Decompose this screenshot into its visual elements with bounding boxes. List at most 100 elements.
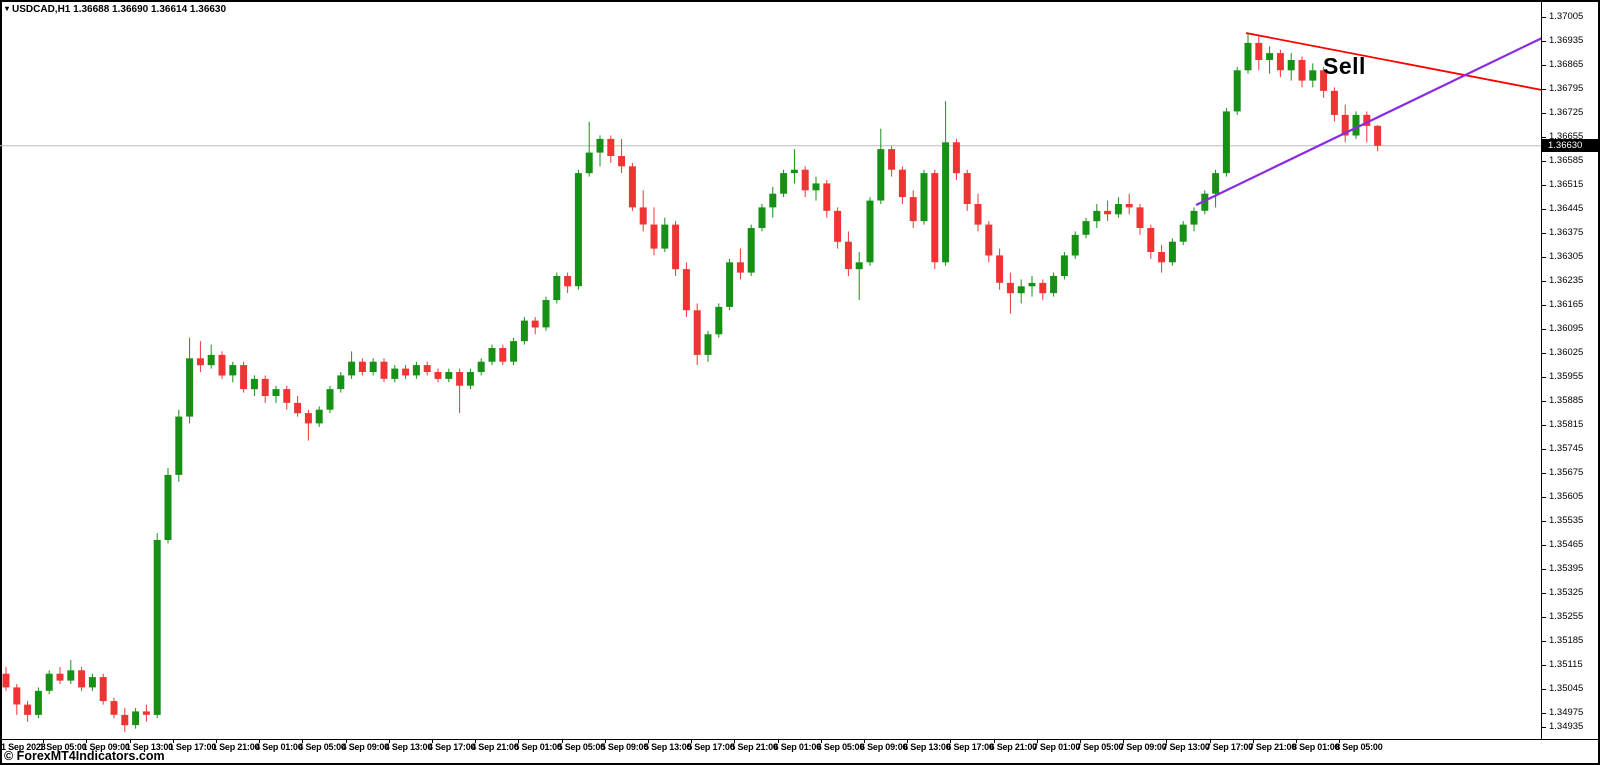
- sell-annotation[interactable]: Sell: [1323, 53, 1366, 79]
- candle-body: [1168, 241, 1176, 263]
- candle-body: [704, 334, 712, 355]
- time-axis-tick: [345, 739, 347, 743]
- candle-body: [844, 241, 852, 270]
- price-axis-label: 1.36585: [1549, 155, 1584, 167]
- time-axis-tick: [864, 739, 865, 743]
- candle-body: [1222, 111, 1230, 174]
- candle-body: [1374, 125, 1382, 146]
- support-trendline[interactable]: [1195, 37, 1541, 206]
- price-axis-tick: [1542, 497, 1546, 499]
- candle-body: [1050, 276, 1058, 294]
- price-axis-label: 1.35745: [1549, 443, 1584, 455]
- time-axis-label: 6 Sep 05:00: [816, 742, 865, 752]
- candle-body: [456, 372, 464, 386]
- symbol-ohlc-readout: ▾ USDCAD,H1 1.36688 1.36690 1.36614 1.366…: [5, 4, 226, 15]
- price-axis-tick: [1542, 377, 1546, 379]
- time-axis-tick: [993, 739, 995, 743]
- candle-body: [56, 673, 64, 681]
- time-axis-tick: [388, 739, 390, 743]
- candle-body: [2, 673, 10, 688]
- candle-body: [1298, 60, 1306, 81]
- time-axis-label: 1 Sep 13:00: [125, 742, 174, 752]
- candle-body: [758, 207, 766, 228]
- candle-body: [1060, 255, 1068, 276]
- candle-body: [510, 341, 518, 362]
- time-axis-tick: [86, 739, 88, 743]
- time-axis-tick: [1209, 739, 1211, 743]
- time-axis-tick: [475, 739, 477, 743]
- candle-body: [963, 173, 971, 204]
- time-axis-tick: [820, 739, 822, 743]
- time-axis-label: 5 Sep 09:00: [600, 742, 649, 752]
- time-axis-label: 6 Sep 21:00: [989, 742, 1038, 752]
- candle-body: [45, 673, 53, 691]
- time-axis-tick: [172, 739, 174, 743]
- candle-body: [229, 365, 237, 376]
- time-axis-label: 7 Sep 09:00: [1119, 742, 1167, 752]
- price-axis-tick: [1542, 726, 1546, 728]
- candle-body: [1244, 42, 1252, 71]
- time-axis-tick: [43, 739, 45, 743]
- chart-canvas[interactable]: [0, 0, 1541, 739]
- candle-body: [380, 361, 388, 379]
- candle-body: [78, 670, 86, 688]
- price-axis-label: 1.35815: [1549, 419, 1584, 431]
- candle-body: [34, 690, 42, 715]
- price-axis-tick: [1542, 353, 1546, 355]
- resistance-trendline[interactable]: [1245, 32, 1541, 91]
- candle-body: [358, 361, 366, 372]
- candle-body: [1309, 70, 1317, 81]
- candle-body: [196, 358, 204, 366]
- price-axis-tick: [1542, 689, 1546, 691]
- time-axis-tick: [950, 739, 952, 743]
- price-axis[interactable]: 1.37005 1.36935 1.36865 1.36795 1.36725 1.366…: [1542, 0, 1600, 739]
- price-axis-label: 1.35465: [1549, 539, 1584, 551]
- price-axis-label: 1.35045: [1549, 683, 1584, 695]
- time-axis-label: 8 Sep 05:00: [1335, 742, 1383, 752]
- price-axis-label: 1.36025: [1549, 347, 1584, 359]
- candle-body: [596, 138, 604, 153]
- time-axis-label: 5 Sep 05:00: [557, 742, 606, 752]
- candle-body: [1136, 207, 1144, 228]
- candle-body: [520, 320, 528, 342]
- time-axis-separator: [0, 739, 1600, 740]
- candle-body: [1320, 70, 1328, 91]
- time-axis-tick: [216, 739, 217, 743]
- price-axis-label: 1.36305: [1549, 251, 1584, 263]
- candle-body: [240, 365, 248, 390]
- candle-body: [434, 372, 442, 379]
- time-axis-tick: [1339, 739, 1341, 743]
- time-axis-tick: [259, 739, 261, 743]
- time-axis-tick: [1252, 739, 1254, 743]
- candle-body: [682, 269, 690, 311]
- candle-body: [736, 262, 744, 273]
- price-axis-label: 1.36375: [1549, 227, 1584, 239]
- time-axis[interactable]: 1 Sep 2023 1 Sep 05:00 1 Sep 09:00 1 Sep 13…: [0, 739, 1600, 764]
- time-axis-tick: [648, 739, 649, 743]
- candle-body: [1363, 114, 1371, 126]
- time-axis-label: 4 Sep 21:00: [471, 742, 519, 752]
- price-axis-label: 1.35395: [1549, 563, 1584, 575]
- price-axis-tick: [1542, 329, 1546, 331]
- candle-body: [1233, 70, 1241, 112]
- candle-body: [985, 224, 993, 256]
- time-axis-tick: [518, 739, 520, 743]
- candle-body: [553, 276, 561, 300]
- time-axis-label: 5 Sep 13:00: [644, 742, 692, 752]
- price-axis-label: 1.36865: [1549, 59, 1584, 71]
- time-axis-label: 7 Sep 01:00: [1032, 742, 1081, 752]
- candle-body: [13, 687, 21, 705]
- candle-body: [1341, 114, 1349, 136]
- price-axis-tick: [1542, 401, 1546, 403]
- candle-body: [715, 306, 723, 335]
- time-axis-label: 6 Sep 17:00: [946, 742, 994, 752]
- candle-body: [855, 262, 863, 270]
- time-axis-label: 8 Sep 01:00: [1292, 742, 1340, 752]
- candle-body: [1125, 204, 1133, 208]
- time-axis-tick: [1166, 739, 1168, 743]
- time-axis-tick: [302, 739, 304, 743]
- time-axis-tick: [1123, 739, 1125, 743]
- candle-body: [466, 372, 474, 386]
- candle-body: [639, 207, 647, 225]
